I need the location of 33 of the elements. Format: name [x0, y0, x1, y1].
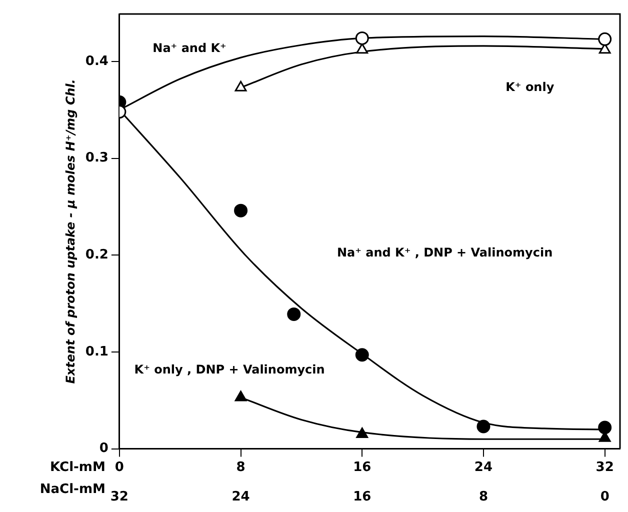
point: [355, 31, 369, 45]
x-tick-label: 0: [114, 460, 124, 475]
annotation: K⁺ only: [506, 80, 554, 94]
point: [287, 307, 301, 321]
x-tick-label: 24: [474, 460, 493, 475]
y-tick-label: 0.2: [85, 248, 108, 262]
point: [234, 80, 247, 92]
x2-tick-label: 0: [600, 490, 610, 505]
x2-tick-label: 32: [110, 490, 128, 505]
y-axis-title: Extent of proton uptake - μ moles H⁺/mg Chl.: [63, 79, 78, 384]
point: [355, 348, 369, 362]
x-tick-label: 32: [596, 460, 614, 475]
y-tick-label: 0.4: [85, 54, 108, 69]
point: [598, 32, 612, 46]
x2-tick-label: 16: [353, 490, 372, 505]
annotation: Na⁺ and K⁺: [152, 40, 226, 55]
point: [356, 428, 368, 438]
x2-tick-label: 8: [478, 490, 488, 505]
y-tick-label: 0.1: [85, 344, 108, 360]
x-tick-label: 16: [353, 460, 372, 475]
point: [598, 420, 612, 434]
point: [234, 390, 247, 402]
x-axis-title: KCl-mM: [50, 460, 106, 476]
point: [476, 420, 490, 434]
x2-axis-title: NaCl-mM: [40, 482, 106, 497]
annotation: K⁺ only , DNP + Valinomycin: [134, 362, 325, 377]
annotation: Na⁺ and K⁺ , DNP + Valinomycin: [336, 245, 553, 260]
x-tick-label: 8: [236, 460, 246, 475]
point: [356, 43, 368, 54]
y-tick-label: 0: [99, 441, 108, 456]
x2-tick-label: 24: [232, 490, 250, 505]
y-tick-label: 0.3: [85, 150, 108, 166]
point: [234, 204, 248, 218]
